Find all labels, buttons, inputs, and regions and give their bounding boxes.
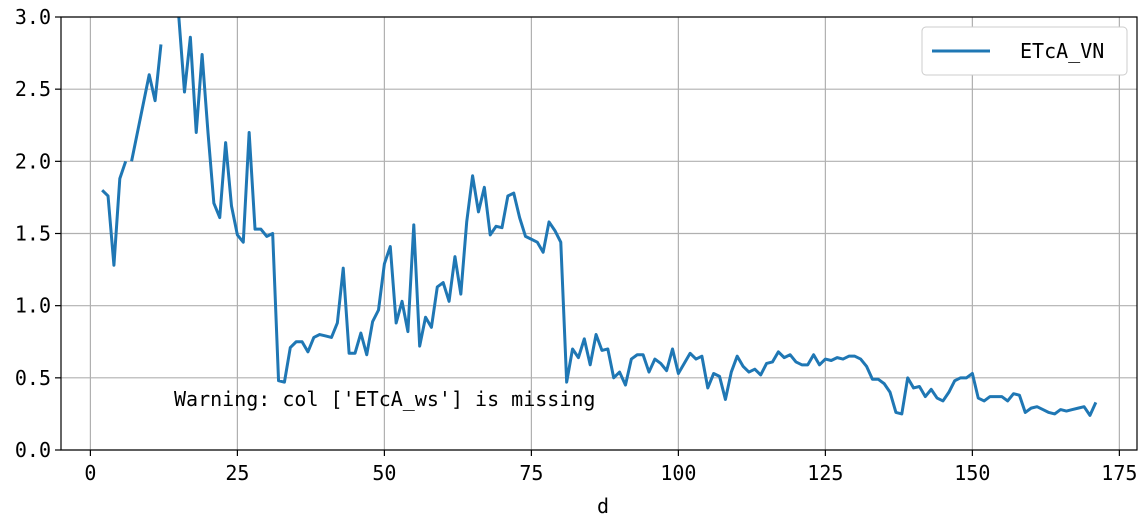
x-tick-label: 50 <box>372 461 396 485</box>
y-tick-label: 2.5 <box>15 77 51 101</box>
x-tick-label: 25 <box>225 461 249 485</box>
x-tick-label: 150 <box>954 461 990 485</box>
x-tick-label: 175 <box>1101 461 1137 485</box>
x-tick-label: 75 <box>519 461 543 485</box>
x-tick-label: 100 <box>660 461 696 485</box>
axis-ticks: 0 25 50 75 100 125 150 175 0.0 0.5 1.0 1.5 2.0 2.5 3.0 <box>15 5 1138 485</box>
series-layer <box>101 17 1098 417</box>
missing-column-warning: Warning: col ['ETcA_ws'] is missing <box>174 387 595 411</box>
series-line-etca-vn-segment-1 <box>130 44 163 162</box>
y-tick-label: 3.0 <box>15 5 51 29</box>
y-tick-label: 1.5 <box>15 222 51 246</box>
y-tick-label: 0.0 <box>15 438 51 462</box>
x-tick-label: 125 <box>807 461 843 485</box>
x-axis-title: d <box>597 494 609 518</box>
series-line-etca-vn-segment-0 <box>101 160 128 267</box>
legend: ETcA_VN <box>921 26 1128 76</box>
legend-box <box>921 26 1128 76</box>
y-tick-label: 1.0 <box>15 294 51 318</box>
y-tick-label: 2.0 <box>15 149 51 173</box>
series-line-etca-vn-segment-2 <box>177 17 1098 417</box>
x-tick-label: 0 <box>84 461 96 485</box>
y-tick-label: 0.5 <box>15 366 51 390</box>
legend-label-etca-vn: ETcA_VN <box>1020 39 1104 63</box>
